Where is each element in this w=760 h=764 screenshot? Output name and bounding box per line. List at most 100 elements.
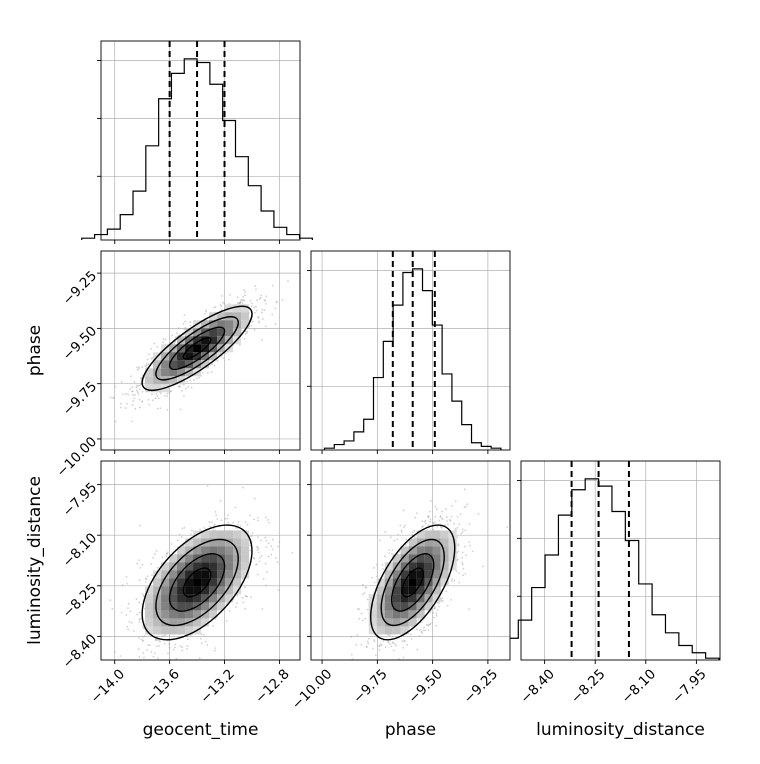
- density-cell: [193, 578, 202, 587]
- scatter-point: [224, 352, 227, 355]
- contour-2: [155, 316, 239, 381]
- scatter-point: [245, 595, 248, 598]
- scatter-point: [129, 388, 132, 390]
- scatter-point: [225, 620, 228, 623]
- scatter-point: [141, 400, 144, 403]
- density-cell: [209, 538, 218, 547]
- hist-step-geocent_time: [81, 58, 313, 240]
- scatter-point: [170, 543, 173, 545]
- density-cell: [233, 530, 242, 539]
- density-cell: [145, 368, 154, 377]
- density-cell: [217, 570, 226, 579]
- density-cell: [177, 570, 186, 579]
- scatter-point: [124, 407, 127, 409]
- density-cell: [376, 626, 385, 635]
- scatter-point: [141, 593, 144, 596]
- scatter-point: [256, 516, 259, 519]
- density-cell: [161, 360, 170, 369]
- scatter-point: [259, 296, 262, 299]
- density-cell: [193, 586, 202, 595]
- scatter-point: [201, 372, 204, 374]
- scatter-point: [435, 624, 437, 627]
- scatter-point: [371, 576, 373, 579]
- density-cell: [209, 594, 218, 603]
- density-cell: [177, 586, 186, 595]
- scatter-point: [261, 318, 264, 320]
- density-cell: [185, 570, 194, 579]
- tick-label-x-luminosity_distance-0: −8.40: [517, 666, 558, 707]
- scatter-point: [150, 563, 153, 565]
- tick-label-x-phase-1: −9.75: [350, 666, 391, 707]
- scatter-point: [462, 567, 465, 570]
- density-cell: [185, 336, 194, 345]
- contour-3: [141, 305, 253, 391]
- scatter-point: [213, 649, 216, 652]
- scatter-point: [179, 645, 182, 648]
- scatter-point: [264, 562, 267, 565]
- density-cell: [400, 546, 409, 555]
- scatter-point: [434, 607, 436, 610]
- scatter-point: [378, 649, 381, 652]
- axis-title-x-luminosity_distance: luminosity_distance: [536, 720, 705, 740]
- scatter-point: [432, 528, 435, 531]
- scatter-point: [253, 497, 256, 500]
- scatter-point: [427, 624, 430, 627]
- density-cell: [440, 570, 449, 579]
- scatter-point: [440, 517, 443, 520]
- scatter-point: [404, 524, 406, 527]
- scatter-point: [112, 396, 115, 399]
- density-cell: [209, 328, 218, 337]
- scatter-point: [147, 398, 150, 401]
- scatter-point: [356, 634, 359, 637]
- scatter-point: [133, 394, 136, 396]
- density-cell: [241, 312, 250, 321]
- density-cell: [201, 602, 210, 611]
- scatter-point: [450, 598, 453, 601]
- scatter-point: [155, 645, 158, 648]
- scatter-point: [187, 386, 190, 388]
- scatter-point: [153, 667, 155, 669]
- scatter-point: [434, 605, 436, 608]
- density-cell: [424, 538, 433, 547]
- scatter-point: [114, 420, 117, 423]
- scatter-point: [167, 652, 169, 655]
- scatter-point: [420, 630, 423, 633]
- scatter-point: [139, 617, 141, 620]
- density-cell: [201, 530, 210, 539]
- scatter-point: [166, 395, 169, 398]
- scatter-point: [378, 645, 381, 648]
- scatter-point: [238, 302, 241, 305]
- scatter-point: [141, 390, 144, 393]
- scatter-point: [427, 524, 430, 527]
- scatter-point: [362, 593, 364, 596]
- density-cell: [440, 538, 449, 547]
- scatter-point: [435, 508, 438, 511]
- scatter-point: [256, 549, 259, 551]
- scatter-point: [249, 299, 252, 302]
- scatter-point: [392, 649, 395, 652]
- scatter-point: [236, 302, 239, 305]
- scatter-point: [161, 635, 164, 637]
- scatter-point: [432, 611, 435, 614]
- density-cell: [153, 626, 162, 635]
- density-cell: [201, 562, 210, 571]
- density-cell: [209, 562, 218, 571]
- scatter-point: [145, 366, 148, 369]
- scatter-point: [216, 517, 219, 520]
- scatter-point: [413, 536, 416, 538]
- density-cell: [217, 562, 226, 571]
- density-cell: [201, 336, 210, 345]
- scatter-point: [255, 309, 258, 312]
- density-cell: [193, 546, 202, 555]
- scatter-point: [127, 602, 130, 605]
- scatter-point: [266, 571, 268, 574]
- scatter-point: [215, 514, 218, 516]
- scatter-point: [410, 633, 412, 636]
- density-cell: [432, 562, 441, 571]
- scatter-point: [257, 321, 260, 324]
- scatter-point: [189, 533, 192, 535]
- contour-1: [391, 553, 435, 612]
- density-cell: [408, 610, 417, 619]
- scatter-point: [232, 521, 235, 524]
- scatter-point: [261, 608, 264, 610]
